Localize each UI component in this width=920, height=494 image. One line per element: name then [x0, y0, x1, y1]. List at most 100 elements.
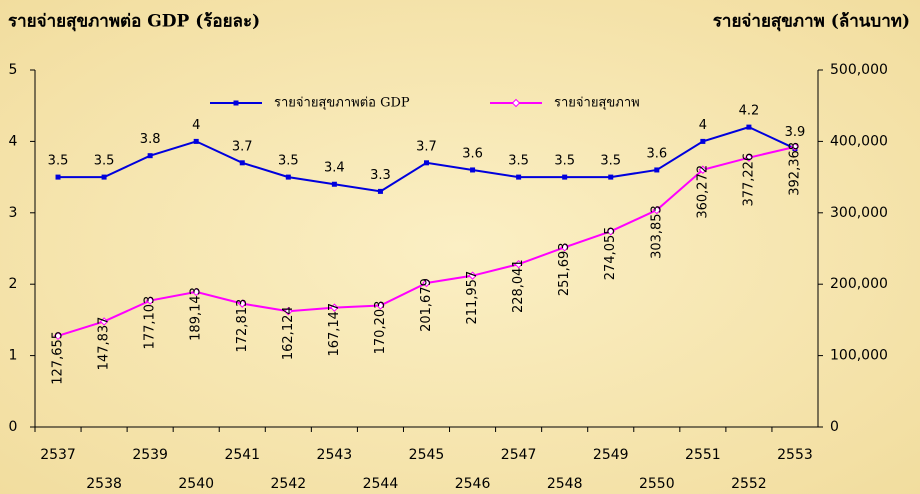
point	[700, 138, 706, 144]
value-label: 3.6	[462, 146, 483, 161]
point	[99, 317, 109, 326]
point	[468, 271, 477, 280]
value-label: 177,103	[143, 296, 158, 350]
value-label: 392,368	[787, 142, 802, 196]
value-label: 147,837	[97, 317, 112, 371]
point	[191, 287, 201, 297]
point	[145, 296, 155, 305]
x-tick-label: 2541	[224, 447, 260, 463]
value-label: 360,272	[695, 165, 710, 219]
value-label: 303,853	[649, 205, 664, 259]
value-label: 3.5	[94, 154, 115, 169]
x-tick-label: 2538	[86, 476, 122, 492]
value-label: 4.2	[739, 104, 760, 119]
point	[562, 174, 568, 180]
x-tick-label: 2548	[547, 476, 583, 492]
point	[516, 174, 522, 180]
value-label: 3.9	[785, 125, 806, 140]
value-label: 3.5	[554, 154, 575, 169]
point	[652, 205, 662, 215]
y2-tick-label: 100,000	[830, 348, 888, 364]
value-label: 3.5	[278, 154, 299, 169]
point	[238, 299, 247, 308]
x-tick-label: 2553	[777, 447, 813, 463]
y-axis-title: รายจ่ายสุขภาพต่อ GDP (ร้อยละ)	[8, 12, 260, 32]
x-tick-label: 2540	[178, 476, 214, 492]
x-tick-label: 2544	[363, 476, 399, 492]
value-label: 170,203	[373, 301, 388, 355]
x-tick-label: 2537	[40, 447, 76, 463]
legend-label: รายจ่ายสุขภาพ	[554, 96, 640, 111]
value-label: 274,055	[603, 226, 618, 280]
value-label: 3.4	[324, 161, 345, 176]
x-tick-label: 2550	[639, 476, 675, 492]
y2-tick-label: 0	[830, 419, 839, 435]
value-label: 228,041	[511, 259, 526, 313]
value-label: 4	[192, 118, 200, 133]
point	[470, 167, 476, 173]
x-tick-label: 2552	[731, 476, 767, 492]
x-tick-label: 2551	[685, 447, 721, 463]
point	[147, 153, 153, 159]
y-tick-label: 1	[9, 348, 18, 364]
point	[285, 174, 291, 180]
x-tick-label: 2543	[317, 447, 353, 463]
point	[331, 181, 337, 187]
value-label: 127,655	[51, 331, 66, 385]
point	[53, 331, 63, 341]
x-tick-label: 2542	[271, 476, 307, 492]
y2-tick-label: 400,000	[830, 133, 888, 149]
point	[193, 138, 199, 144]
y2-tick-label: 500,000	[830, 62, 888, 78]
legend-marker	[233, 100, 239, 106]
value-label: 377,226	[741, 153, 756, 207]
point	[284, 307, 293, 316]
point	[101, 174, 107, 180]
x-tick-label: 2549	[593, 447, 629, 463]
legend-marker	[511, 98, 521, 108]
point	[55, 174, 61, 180]
y2-axis-title: รายจ่ายสุขภาพ (ล้านบาท)	[713, 12, 910, 32]
point	[746, 124, 752, 130]
value-label: 3.7	[416, 139, 437, 154]
value-label: 3.5	[600, 154, 621, 169]
y-tick-label: 3	[9, 205, 18, 221]
y-tick-label: 4	[9, 133, 18, 149]
x-tick-label: 2539	[132, 447, 168, 463]
x-tick-label: 2545	[409, 447, 445, 463]
y-tick-label: 5	[9, 62, 18, 78]
value-label: 3.5	[48, 154, 69, 169]
value-label: 189,143	[189, 287, 204, 341]
value-label: 172,813	[235, 299, 250, 353]
value-label: 3.8	[140, 132, 161, 147]
y2-tick-label: 300,000	[830, 205, 888, 221]
value-label: 167,147	[327, 303, 342, 357]
value-label: 4	[699, 118, 707, 133]
legend-label: รายจ่ายสุขภาพต่อ GDP	[274, 96, 410, 111]
point	[560, 243, 569, 252]
value-label: 201,679	[419, 278, 434, 332]
value-label: 3.6	[646, 146, 667, 161]
value-label: 211,957	[465, 271, 480, 325]
x-tick-label: 2547	[501, 447, 537, 463]
point	[377, 188, 383, 194]
y-tick-label: 0	[9, 419, 18, 435]
point	[654, 167, 660, 173]
point	[239, 160, 245, 166]
value-label: 3.3	[370, 168, 391, 183]
value-label: 3.7	[232, 139, 253, 154]
value-label: 3.5	[508, 154, 529, 169]
point	[330, 303, 339, 312]
y2-tick-label: 200,000	[830, 276, 888, 292]
point	[744, 153, 754, 162]
point	[422, 278, 431, 288]
value-label: 162,124	[281, 306, 296, 360]
point	[608, 174, 614, 180]
point	[606, 227, 615, 236]
point	[698, 165, 708, 174]
value-label: 251,693	[557, 242, 572, 296]
point	[424, 160, 429, 166]
x-tick-label: 2546	[455, 476, 491, 492]
